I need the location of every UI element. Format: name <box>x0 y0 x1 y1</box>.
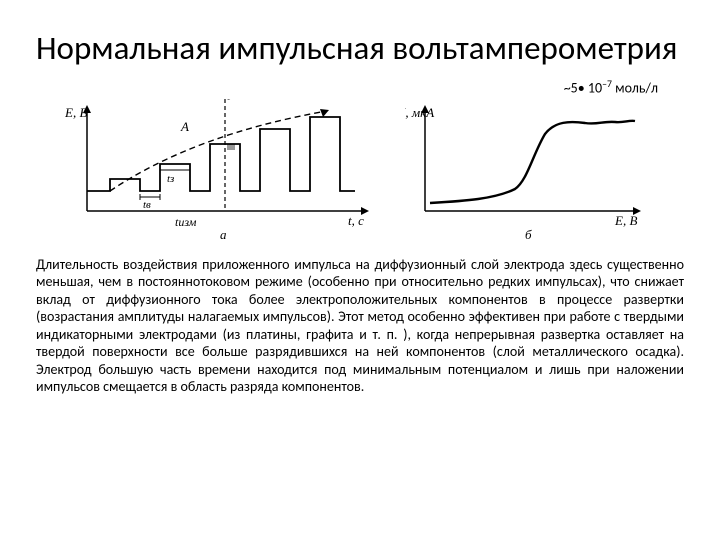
drop-break-label: Обрыв капли <box>211 99 284 100</box>
sensitivity-value: ~5• 10–7 моль/л <box>36 78 684 97</box>
panel-a-label: а <box>220 227 227 239</box>
y-axis-label: E, В <box>65 105 87 120</box>
figure-row: E, В t, c A Обрыв капли tв tз <box>36 99 684 244</box>
amplitude-label: A <box>180 119 189 134</box>
tv-label: tв <box>143 199 151 211</box>
body-paragraph: Длительность воздействия приложенного им… <box>36 256 684 396</box>
panel-b-label: б <box>525 227 532 239</box>
right-panel: I, мкА E, В б <box>405 99 655 244</box>
slide-title: Нормальная импульсная вольтамперометрия <box>36 30 684 68</box>
pulse-waveform-chart: E, В t, c A Обрыв капли tв tз <box>65 99 385 239</box>
e-axis-label: E, В <box>614 213 637 228</box>
left-panel: E, В t, c A Обрыв капли tв tз <box>65 99 385 244</box>
i-axis-label: I, мкА <box>405 105 434 120</box>
voltammogram-chart: I, мкА E, В б <box>405 99 655 239</box>
t-izm-label: tизм <box>175 215 197 229</box>
x-axis-label: t, c <box>348 213 364 228</box>
tz-label: tз <box>167 173 174 185</box>
